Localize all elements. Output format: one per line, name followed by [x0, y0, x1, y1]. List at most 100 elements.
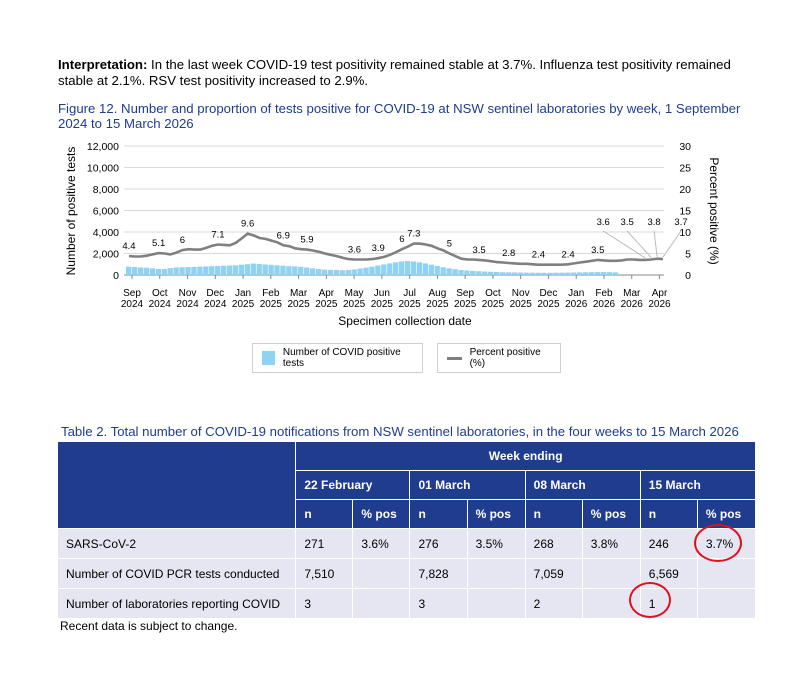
data-label: 3.7	[674, 217, 687, 228]
table-cell: 3	[295, 588, 354, 619]
sub-header-n: n	[295, 499, 354, 529]
covid-positive-bar	[131, 266, 138, 275]
covid-positive-bar	[541, 272, 547, 275]
x-tick-year: 2025	[399, 299, 422, 310]
covid-positive-bar	[339, 270, 345, 275]
week-header: 01 March	[409, 470, 526, 500]
data-label: 5.1	[152, 238, 165, 249]
covid-positive-bar	[404, 261, 411, 275]
y2-tick-label: 0	[685, 270, 691, 282]
covid-positive-bar	[203, 266, 209, 275]
covid-positive-bar	[185, 267, 191, 275]
covid-positive-bar	[280, 265, 286, 275]
covid-positive-bar	[565, 272, 571, 275]
x-tick-month: Dec	[540, 288, 558, 299]
covid-positive-bar	[428, 264, 434, 275]
covid-positive-bar	[126, 266, 132, 275]
covid-positive-bar	[529, 272, 535, 275]
x-tick-year: 2025	[232, 299, 255, 310]
table-cell: 7,828	[409, 558, 468, 589]
covid-positive-bar	[499, 272, 506, 275]
interpretation-text: In the last week COVID-19 test positivit…	[58, 57, 731, 88]
covid-positive-bar	[238, 264, 245, 275]
covid-positive-bar	[143, 267, 150, 275]
x-tick-year: 2025	[371, 299, 394, 310]
covid-positive-bar	[594, 272, 601, 275]
covid-positive-bar	[286, 266, 292, 275]
x-tick-month: Nov	[179, 288, 197, 299]
header-blank-cell	[56, 441, 297, 529]
x-tick-month: Oct	[485, 288, 501, 299]
covid-positive-bar	[393, 262, 399, 275]
covid-positive-bar	[167, 268, 173, 275]
week-header: 22 February	[295, 470, 411, 500]
table-cell	[581, 558, 641, 589]
x-tick-year: 2025	[426, 299, 449, 310]
covid-positive-bar	[197, 266, 203, 275]
data-label: 5	[447, 239, 452, 250]
legend-line-label: Percent positive (%)	[469, 347, 541, 369]
y-tick-label: 0	[113, 270, 119, 282]
x-axis-title: Specimen collection date	[338, 314, 472, 328]
week-ending-header: Week ending	[295, 441, 756, 471]
header-row-weeks: 22 February 01 March 08 March 15 March	[58, 470, 757, 500]
covid-positive-bar	[232, 265, 239, 275]
covid-positive-bar	[434, 265, 440, 275]
x-tick-year: 2026	[593, 299, 616, 310]
figure-title: Figure 12. Number and proportion of test…	[58, 101, 741, 131]
x-tick-month: May	[345, 288, 364, 299]
covid-positive-bar	[458, 269, 464, 275]
x-tick-month: Sep	[123, 288, 141, 299]
covid-positive-bar	[612, 272, 618, 275]
notifications-table: Week ending 22 February 01 March 08 Marc…	[56, 441, 757, 619]
covid-positive-bar	[553, 272, 559, 275]
covid-positive-bar	[464, 270, 470, 275]
legend-bar-swatch	[262, 351, 275, 365]
table-cell: 276	[409, 528, 468, 559]
data-label: 7.3	[407, 229, 420, 240]
covid-positive-bar	[345, 270, 351, 275]
table-row: Number of laboratories reporting COVID 3…	[56, 588, 757, 619]
x-tick-year: 2025	[287, 299, 310, 310]
data-label: 9.6	[241, 219, 254, 230]
x-tick-month: Jan	[235, 288, 251, 299]
data-label: 3.8	[647, 217, 660, 228]
y2-tick-label: 10	[679, 227, 691, 239]
covid-positive-bar	[161, 268, 167, 275]
table-cell: 3	[409, 588, 468, 619]
covid-positive-bar	[244, 264, 251, 275]
footnote: Recent data is subject to change.	[60, 619, 238, 633]
y2-axis-title: Percent positive (%)	[707, 157, 721, 264]
covid-positive-bar	[363, 267, 369, 275]
covid-positive-bar	[137, 267, 144, 275]
data-label: 2.8	[502, 248, 515, 259]
covid-positive-bar	[220, 265, 227, 275]
data-label: 3.5	[621, 217, 634, 228]
covid-positive-bar	[487, 271, 494, 275]
covid-positive-bar	[351, 269, 357, 275]
covid-positive-bar	[535, 272, 541, 275]
y-tick-label: 4,000	[93, 227, 119, 239]
x-tick-year: 2025	[454, 299, 477, 310]
covid-positive-bar	[298, 266, 304, 275]
covid-positive-bar	[179, 267, 185, 275]
sub-header-pos: % pos	[696, 499, 757, 529]
covid-positive-bar	[547, 272, 553, 275]
x-tick-month: Feb	[262, 288, 280, 299]
table-cell	[696, 558, 757, 589]
covid-positivity-chart: 0 2,000 4,000 6,000 8,000 10,000 12,000 0 5 10 15 2…	[64, 141, 721, 328]
x-tick-year: 2026	[621, 299, 644, 310]
covid-positive-bar	[333, 270, 340, 275]
sub-header-pos: % pos	[581, 499, 641, 529]
table-cell	[466, 558, 526, 589]
covid-positive-bar	[309, 268, 316, 275]
covid-positive-bar	[304, 267, 310, 275]
table-cell	[466, 588, 526, 619]
x-tick-year: 2025	[315, 299, 338, 310]
data-label: 7.1	[211, 229, 224, 240]
y-tick-label: 6,000	[93, 206, 119, 218]
covid-positive-bar	[274, 265, 280, 275]
data-label: 2.4	[561, 249, 574, 260]
table-cell: 246	[639, 528, 698, 559]
covid-positive-bar	[387, 263, 393, 275]
